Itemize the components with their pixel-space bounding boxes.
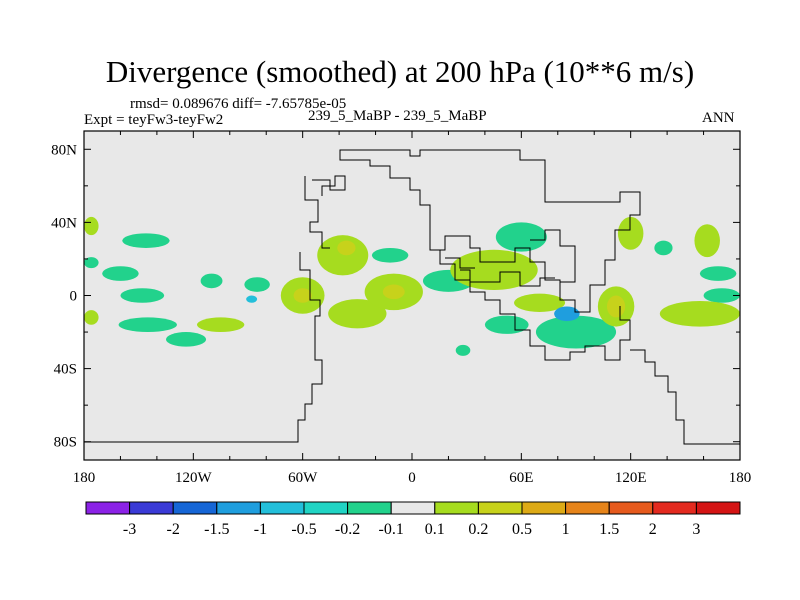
colorbar-label: 3 xyxy=(692,521,700,538)
contour-blob xyxy=(484,315,529,334)
colorbar-label: -0.2 xyxy=(335,521,360,538)
colorbar-swatch xyxy=(259,501,305,515)
contour-blob xyxy=(166,332,207,347)
colorbar-label: -3 xyxy=(123,521,136,538)
contour-blob xyxy=(455,344,471,356)
colorbar-label: 0.2 xyxy=(468,521,488,538)
contour-blob xyxy=(84,257,99,269)
colorbar-swatch xyxy=(85,501,131,515)
colorbar-swatch xyxy=(172,501,218,515)
contour-blob xyxy=(200,273,223,289)
contour-blob xyxy=(514,293,566,312)
coastline xyxy=(312,175,346,196)
colorbar-label: -2 xyxy=(167,521,180,538)
x-tick-label: 180 xyxy=(73,470,96,486)
coastline xyxy=(445,257,475,269)
colorbar-label: -1 xyxy=(254,521,267,538)
colorbar-label: -1.5 xyxy=(204,521,229,538)
colorbar-swatch xyxy=(477,501,523,515)
colorbar-swatch xyxy=(565,501,610,515)
contour-blob xyxy=(118,317,177,333)
contour-blob xyxy=(293,288,312,303)
contour-blob xyxy=(84,310,99,325)
x-tick-label: 180 xyxy=(729,470,752,486)
contour-blob xyxy=(196,317,245,333)
rmsd-diff-text: rmsd= 0.089676 diff= -7.65785e-05 xyxy=(130,96,347,112)
contour-blob xyxy=(654,240,673,256)
colorbar-swatch xyxy=(347,501,392,515)
colorbar-swatch xyxy=(608,501,654,515)
chart-title: Divergence (smoothed) at 200 hPa (10**6 … xyxy=(105,54,695,89)
x-tick-label: 120E xyxy=(615,470,647,486)
y-tick-label: 80N xyxy=(51,142,77,158)
colorbar: -3 -2 -1.5 -1 -0.5 -0.2 -0.1 0.1 0.2 0.5 1 1.5 2 3 xyxy=(85,501,741,538)
coastline xyxy=(304,176,330,249)
x-tick-label: 60W xyxy=(288,470,318,486)
colorbar-swatch xyxy=(303,501,349,515)
x-tick-label: 120W xyxy=(175,470,213,486)
experiment-label: Expt = teyFw3-teyFw2 xyxy=(84,112,224,128)
colorbar-swatch xyxy=(434,501,479,515)
coastline xyxy=(460,269,555,287)
contour-blob xyxy=(328,299,387,329)
contour-blob xyxy=(606,295,626,318)
contour-blob xyxy=(703,288,740,303)
y-tick-label: 0 xyxy=(70,289,78,305)
colorbar-swatch xyxy=(129,501,174,515)
contour-blob xyxy=(694,224,720,258)
contour-blob xyxy=(382,284,405,300)
colorbar-swatch xyxy=(390,501,436,515)
contour-blob xyxy=(450,249,538,291)
case-label: 239_5_MaBP - 239_5_MaBP xyxy=(308,108,487,124)
colorbar-label: -0.5 xyxy=(291,521,316,538)
contour-blob xyxy=(337,240,356,256)
colorbar-label: 0.1 xyxy=(425,521,445,538)
coastline xyxy=(530,229,576,283)
contour-blob xyxy=(535,315,617,349)
season-label: ANN xyxy=(702,110,735,126)
contour-blob xyxy=(495,222,547,252)
contour-blob xyxy=(317,235,369,276)
colorbar-label: 1.5 xyxy=(599,521,619,538)
colorbar-label: 0.5 xyxy=(512,521,532,538)
contour-blob xyxy=(84,216,99,236)
colorbar-swatch xyxy=(695,501,741,515)
colorbar-swatch xyxy=(521,501,567,515)
coastline xyxy=(339,149,641,313)
contour-blob xyxy=(244,277,270,292)
map-layer xyxy=(84,131,740,460)
coastline xyxy=(84,252,323,443)
colorbar-swatch xyxy=(216,501,261,515)
contour-blob xyxy=(617,216,644,250)
colorbar-label: 2 xyxy=(649,521,657,538)
coastline-layer xyxy=(84,149,740,445)
contour-blob xyxy=(699,266,737,281)
coastline xyxy=(430,249,631,361)
x-tick-label: 0 xyxy=(408,470,416,486)
y-tick-label: 40N xyxy=(51,215,77,231)
colorbar-label: 1 xyxy=(562,521,570,538)
contour-blob xyxy=(102,266,139,281)
contour-blob xyxy=(246,295,258,303)
y-tick-label: 40S xyxy=(54,362,77,378)
axis-layer: 180 120W 60W 0 60E 120E 180 80N 40N 0 40S 80S xyxy=(51,131,751,486)
colorbar-swatch xyxy=(652,501,697,515)
contour-blob xyxy=(554,306,580,322)
colorbar-label: -0.1 xyxy=(379,521,404,538)
contour-blob xyxy=(371,247,409,263)
x-tick-label: 60E xyxy=(509,470,533,486)
y-tick-label: 80S xyxy=(54,435,77,451)
contour-blob xyxy=(120,288,165,303)
coastline xyxy=(630,349,740,445)
contour-blob xyxy=(659,300,740,327)
contour-blob xyxy=(122,233,170,248)
